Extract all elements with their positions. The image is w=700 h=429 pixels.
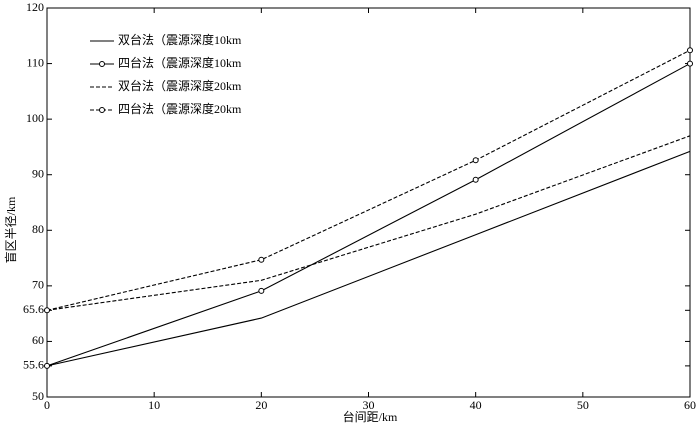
- y-axis-label: 盲区半径/km: [3, 196, 18, 263]
- point: [472, 157, 479, 164]
- point: [44, 362, 50, 369]
- y-tick-label: 55.6: [23, 358, 44, 372]
- y-tick-label: 65.6: [23, 302, 44, 316]
- x-axis-label: 台间距/km: [343, 409, 398, 424]
- y-tick-label: 90: [32, 166, 44, 180]
- x-tick-label: 20: [255, 398, 267, 412]
- point: [472, 176, 479, 183]
- x-tick-label: 40: [470, 398, 482, 412]
- y-tick-label: 60: [32, 333, 44, 347]
- y-tick-label: 80: [32, 222, 44, 236]
- y-tick-label: 50: [32, 389, 44, 403]
- y-tick-label: 110: [26, 55, 44, 69]
- legend-label: 四台法（震源深度20km: [118, 101, 242, 116]
- x-tick-label: 50: [577, 398, 589, 412]
- series-line: [46, 49, 691, 311]
- x-tick-label: 60: [684, 398, 696, 412]
- legend-label: 四台法（震源深度10km: [118, 55, 242, 70]
- point: [44, 307, 50, 314]
- y-tick-label: 70: [32, 278, 44, 292]
- x-tick-label: 0: [44, 398, 50, 412]
- legend-label: 双台法（震源深度10km: [118, 32, 242, 47]
- y-tick-label: 120: [26, 0, 44, 14]
- series-line: [46, 150, 691, 367]
- x-tick-label: 10: [148, 398, 160, 412]
- y-tick-label: 100: [26, 111, 44, 125]
- legend-marker: [99, 107, 105, 113]
- legend-marker: [99, 61, 105, 67]
- point: [258, 287, 265, 294]
- point: [687, 60, 693, 67]
- legend-label: 双台法（震源深度20km: [118, 78, 242, 93]
- series-line: [46, 135, 691, 311]
- series-line: [46, 63, 691, 367]
- point: [687, 47, 693, 54]
- point: [258, 256, 265, 263]
- x-tick-label: 30: [363, 398, 375, 412]
